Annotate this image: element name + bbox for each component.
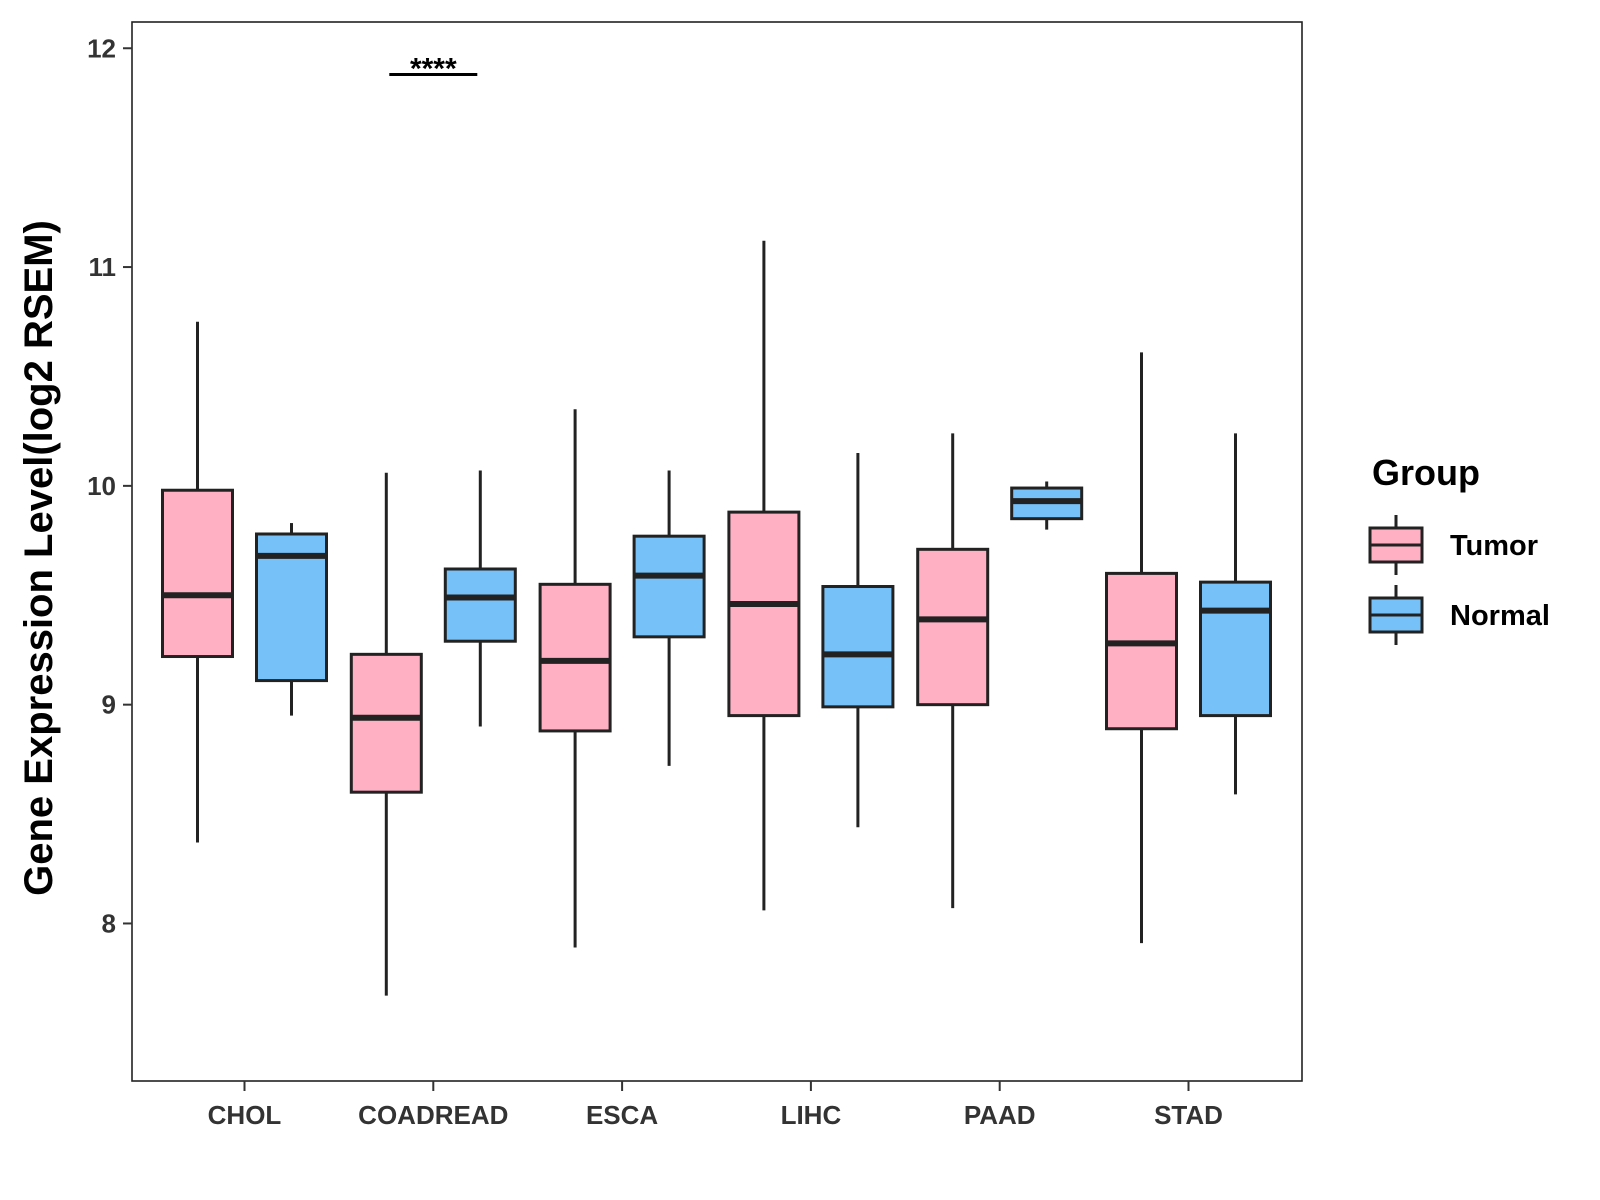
box-body (916, 547, 990, 707)
box-tumor-chol (161, 321, 234, 843)
box-body (1105, 571, 1178, 731)
box-body (1199, 580, 1272, 718)
x-tick-label-stad: STAD (1154, 1100, 1223, 1130)
box-body (349, 652, 423, 794)
x-tick-label-paad: PAAD (964, 1100, 1036, 1130)
x-tick-label-chol: CHOL (208, 1100, 282, 1130)
x-tick-label-coadread: COADREAD (358, 1100, 508, 1130)
y-tick-label: 9 (102, 690, 116, 720)
legend-label-normal: Normal (1450, 600, 1550, 632)
legend-entries: Tumor Normal (1368, 515, 1550, 645)
y-tick-label: 12 (87, 33, 116, 63)
y-tick-label: 10 (87, 471, 116, 501)
box-normal-paad (1010, 481, 1084, 530)
box-tumor-coadread (349, 472, 423, 996)
box-body (821, 585, 895, 709)
box-normal-stad (1199, 433, 1272, 795)
box-tumor-lihc (727, 240, 801, 911)
box-normal-lihc (821, 453, 895, 828)
box-body (632, 534, 706, 639)
x-tick-label-esca: ESCA (586, 1100, 658, 1130)
box-body (443, 567, 517, 643)
box-body (538, 582, 612, 733)
box-body (161, 488, 234, 659)
box-tumor-stad (1105, 352, 1178, 944)
plot-area: 8 9 10 11 12 CHOL COADREAD ESCA LIHC PAAD STAD **** (87, 21, 1303, 1130)
significance-label: **** (410, 53, 457, 86)
legend-entry-tumor: Tumor (1368, 515, 1538, 575)
y-tick-label: 8 (102, 908, 116, 938)
legend-title: Group (1372, 452, 1480, 493)
x-tick-label-lihc: LIHC (781, 1100, 842, 1130)
y-axis-title: Gene Expression Level(log2 RSEM) (17, 220, 61, 896)
box-tumor-esca (538, 409, 612, 948)
box-body (727, 510, 801, 718)
box-normal-coadread (443, 470, 517, 727)
box-tumor-paad (916, 433, 990, 909)
box-normal-chol (255, 523, 328, 716)
plot-panel-border (131, 21, 1303, 1082)
legend: Group Tumor Normal (1368, 452, 1550, 645)
legend-label-tumor: Tumor (1450, 530, 1538, 562)
box-normal-esca (632, 470, 706, 766)
y-tick-label: 11 (89, 252, 117, 282)
legend-entry-normal: Normal (1368, 585, 1550, 645)
